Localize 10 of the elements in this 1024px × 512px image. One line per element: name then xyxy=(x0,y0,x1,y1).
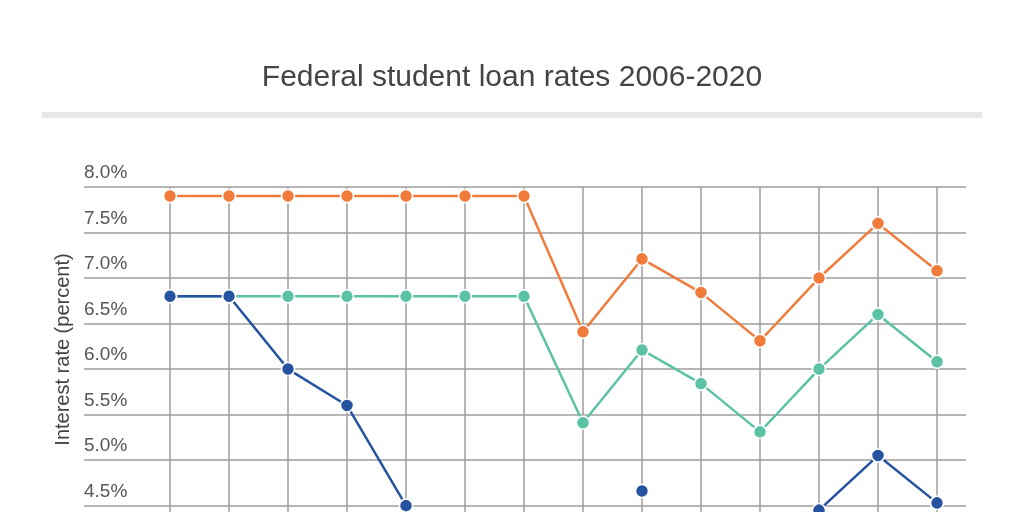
y-tick-label: 8.0% xyxy=(84,161,128,182)
y-tick-label: 6.0% xyxy=(84,343,128,365)
y-tick-label: 4.5% xyxy=(84,479,128,501)
y-tick-label: 5.5% xyxy=(84,388,128,410)
chart-title: Federal student loan rates 2006-2020 xyxy=(261,58,763,92)
y-tick-label: 6.5% xyxy=(84,297,128,319)
y-tick-label: 7.0% xyxy=(84,252,128,274)
y-axis-title: Interest rate (percent) xyxy=(51,253,73,446)
y-tick-label: 5.0% xyxy=(84,434,128,456)
y-tick-label: 7.5% xyxy=(84,206,128,228)
